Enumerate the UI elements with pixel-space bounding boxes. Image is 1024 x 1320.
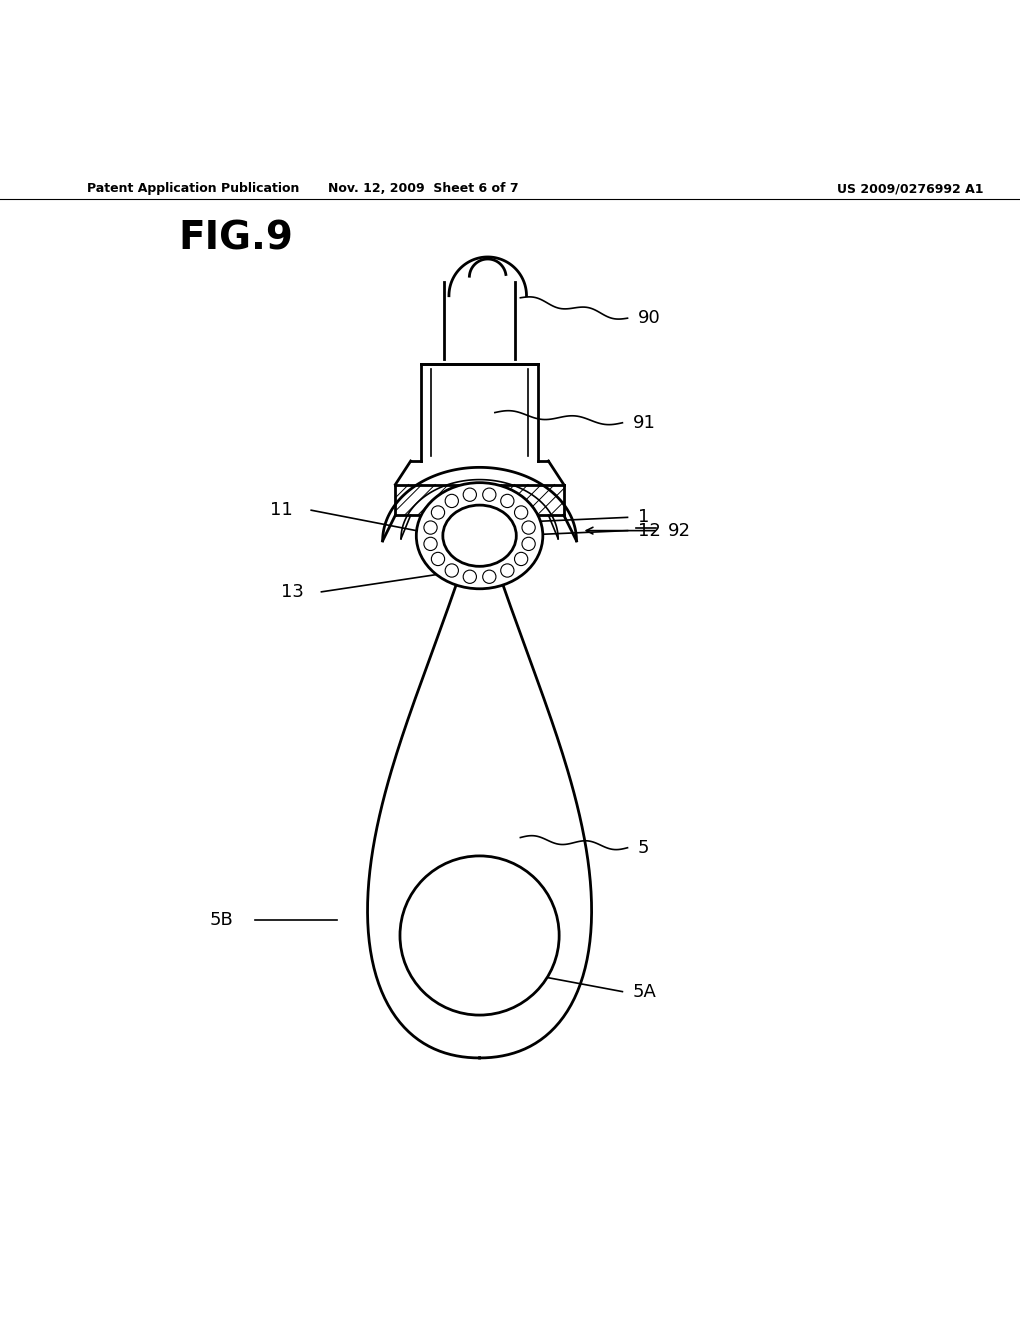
Text: 92: 92 bbox=[669, 521, 691, 540]
Polygon shape bbox=[368, 531, 592, 1057]
Ellipse shape bbox=[424, 521, 437, 535]
Ellipse shape bbox=[522, 537, 536, 550]
Polygon shape bbox=[383, 467, 577, 541]
Ellipse shape bbox=[417, 483, 543, 589]
Text: US 2009/0276992 A1: US 2009/0276992 A1 bbox=[837, 182, 983, 195]
Text: Nov. 12, 2009  Sheet 6 of 7: Nov. 12, 2009 Sheet 6 of 7 bbox=[328, 182, 519, 195]
Ellipse shape bbox=[514, 552, 527, 565]
Ellipse shape bbox=[514, 506, 527, 519]
Text: 90: 90 bbox=[638, 309, 660, 327]
Ellipse shape bbox=[445, 494, 459, 508]
Ellipse shape bbox=[445, 564, 459, 577]
Ellipse shape bbox=[501, 564, 514, 577]
Ellipse shape bbox=[482, 570, 496, 583]
Text: 5A: 5A bbox=[633, 982, 656, 1001]
Text: 5: 5 bbox=[638, 838, 649, 857]
Ellipse shape bbox=[463, 570, 476, 583]
Ellipse shape bbox=[522, 521, 536, 535]
Ellipse shape bbox=[431, 552, 444, 565]
Ellipse shape bbox=[501, 494, 514, 508]
Text: FIG.9: FIG.9 bbox=[178, 219, 294, 257]
Polygon shape bbox=[395, 484, 564, 515]
Text: 5B: 5B bbox=[209, 911, 232, 929]
Text: 1: 1 bbox=[638, 508, 649, 527]
Text: Patent Application Publication: Patent Application Publication bbox=[87, 182, 299, 195]
Ellipse shape bbox=[400, 855, 559, 1015]
Text: 91: 91 bbox=[633, 413, 655, 432]
Ellipse shape bbox=[431, 506, 444, 519]
Ellipse shape bbox=[463, 488, 476, 502]
Text: 12: 12 bbox=[638, 521, 660, 540]
Text: 11: 11 bbox=[270, 502, 293, 519]
Ellipse shape bbox=[424, 537, 437, 550]
Text: 13: 13 bbox=[281, 583, 303, 601]
Ellipse shape bbox=[482, 488, 496, 502]
Ellipse shape bbox=[442, 506, 516, 566]
